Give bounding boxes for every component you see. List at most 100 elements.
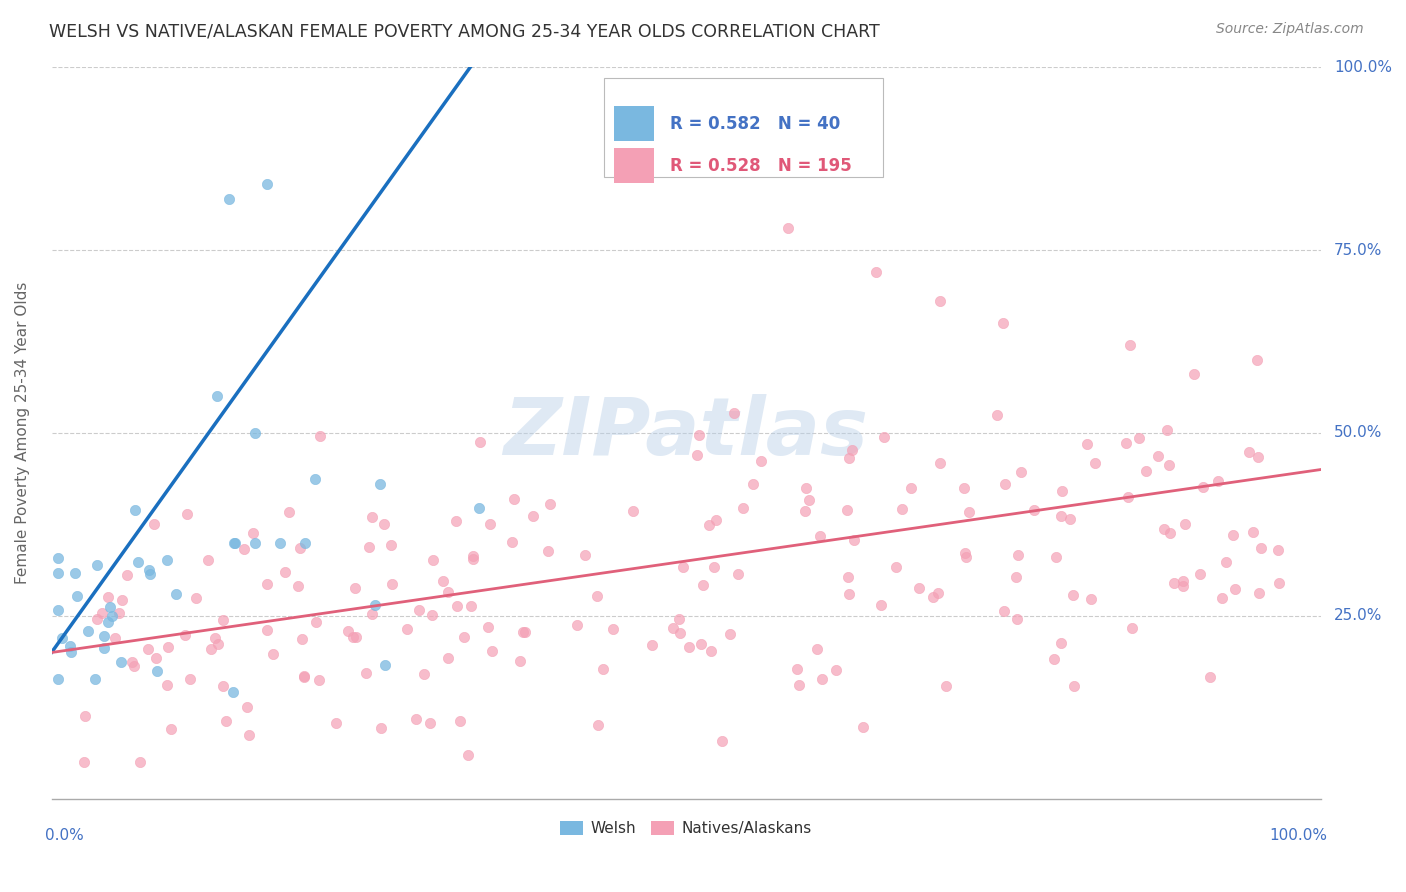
Point	[184, 591, 207, 605]
Point	[699, 644, 721, 658]
Legend: Welsh, Natives/Alaskans: Welsh, Natives/Alaskans	[554, 815, 818, 842]
Point	[218, 192, 240, 206]
Point	[787, 677, 810, 691]
Point	[444, 515, 467, 529]
Point	[343, 581, 366, 595]
Point	[1156, 423, 1178, 437]
Point	[672, 560, 695, 574]
Point	[242, 525, 264, 540]
Point	[1062, 588, 1084, 602]
Text: 25.0%: 25.0%	[1334, 608, 1382, 624]
Point	[200, 642, 222, 657]
Point	[1206, 474, 1229, 488]
Point	[449, 714, 471, 729]
Text: R = 0.582   N = 40: R = 0.582 N = 40	[669, 115, 839, 133]
Point	[1198, 669, 1220, 683]
Point	[565, 618, 588, 632]
Point	[884, 559, 907, 574]
Point	[342, 630, 364, 644]
Point	[238, 728, 260, 742]
Point	[865, 265, 887, 279]
Point	[512, 625, 534, 640]
Point	[1118, 490, 1140, 504]
Point	[668, 612, 690, 626]
Point	[986, 408, 1008, 422]
Point	[211, 679, 233, 693]
Point	[370, 721, 392, 735]
Point	[993, 316, 1015, 330]
Point	[1241, 524, 1264, 539]
Point	[436, 585, 458, 599]
Point	[1225, 582, 1247, 597]
Point	[806, 642, 828, 657]
Point	[127, 555, 149, 569]
Text: WELSH VS NATIVE/ALASKAN FEMALE POVERTY AMONG 25-34 YEAR OLDS CORRELATION CHART: WELSH VS NATIVE/ALASKAN FEMALE POVERTY A…	[49, 22, 880, 40]
Point	[662, 621, 685, 635]
Point	[727, 567, 749, 582]
Point	[457, 748, 479, 763]
Point	[405, 712, 427, 726]
Point	[143, 516, 166, 531]
Text: R = 0.528   N = 195: R = 0.528 N = 195	[669, 157, 851, 175]
Point	[468, 501, 491, 516]
Point	[873, 430, 896, 444]
Point	[927, 586, 949, 600]
Point	[446, 599, 468, 613]
Point	[1247, 586, 1270, 600]
Point	[1022, 503, 1045, 517]
Point	[742, 477, 765, 491]
Point	[368, 476, 391, 491]
Point	[100, 599, 122, 614]
Point	[291, 632, 314, 646]
Point	[46, 603, 69, 617]
Text: 100.0%: 100.0%	[1270, 828, 1327, 843]
Point	[461, 552, 484, 566]
FancyBboxPatch shape	[603, 78, 883, 177]
Point	[586, 589, 609, 603]
Point	[1211, 591, 1233, 605]
Point	[825, 663, 848, 677]
FancyBboxPatch shape	[614, 148, 654, 183]
Point	[292, 670, 315, 684]
Point	[224, 535, 246, 549]
Point	[46, 550, 69, 565]
Point	[1215, 555, 1237, 569]
Point	[922, 591, 945, 605]
Point	[592, 662, 614, 676]
Point	[1084, 456, 1107, 470]
Point	[574, 549, 596, 563]
Point	[928, 294, 950, 309]
Point	[304, 471, 326, 485]
Point	[72, 756, 94, 770]
Point	[1135, 464, 1157, 478]
Point	[156, 677, 179, 691]
Point	[437, 650, 460, 665]
Point	[292, 668, 315, 682]
Point	[46, 566, 69, 580]
Y-axis label: Female Poverty Among 25-34 Year Olds: Female Poverty Among 25-34 Year Olds	[15, 282, 30, 584]
Point	[75, 708, 97, 723]
Point	[115, 567, 138, 582]
Text: Source: ZipAtlas.com: Source: ZipAtlas.com	[1216, 22, 1364, 37]
Text: 0.0%: 0.0%	[45, 828, 84, 843]
Point	[669, 626, 692, 640]
Point	[396, 622, 419, 636]
Point	[419, 715, 441, 730]
Point	[101, 609, 124, 624]
Point	[245, 535, 267, 549]
Point	[256, 576, 278, 591]
Point	[703, 559, 725, 574]
Point	[481, 644, 503, 658]
Point	[357, 541, 380, 555]
Point	[1121, 621, 1143, 635]
Point	[1173, 574, 1195, 588]
Point	[273, 565, 295, 579]
Point	[1159, 526, 1181, 541]
Point	[159, 722, 181, 736]
Text: 100.0%: 100.0%	[1334, 60, 1392, 75]
Point	[838, 451, 860, 466]
Point	[953, 546, 976, 560]
Point	[360, 607, 382, 622]
Point	[136, 642, 159, 657]
Point	[46, 673, 69, 687]
